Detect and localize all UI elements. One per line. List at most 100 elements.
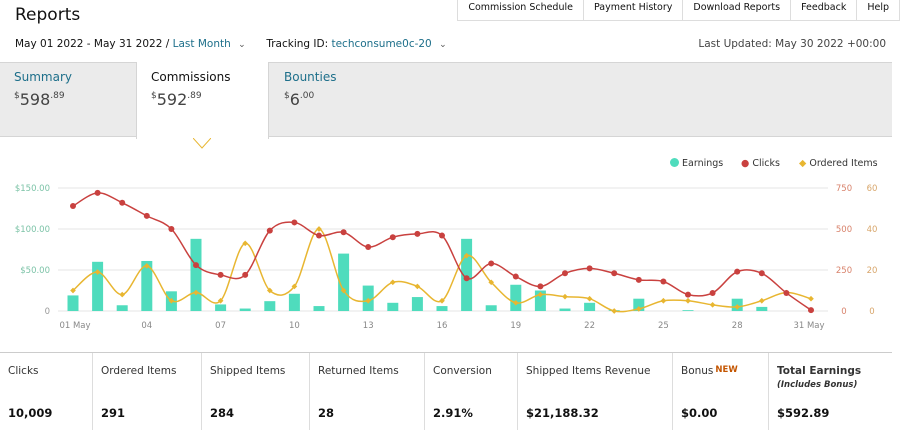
stat-value: $592.89: [777, 406, 830, 420]
earnings-bar: [510, 284, 522, 311]
legend-earnings-label: Earnings: [682, 158, 724, 169]
active-tab-caret-icon: [193, 138, 211, 149]
tab-commissions-value: $592.89: [151, 90, 202, 109]
tracking-id-label: Tracking ID:: [266, 38, 329, 50]
ordered-items-point: [734, 304, 741, 310]
clicks-point: [266, 227, 273, 234]
ordered-items-point: [685, 297, 691, 304]
tab-bounties-label: Bounties: [284, 70, 337, 84]
ordered-items-point: [611, 308, 618, 314]
y-right-ordered-tick-label: 60: [867, 184, 878, 194]
tab-summary-label: Summary: [14, 70, 72, 84]
ordered-items-point: [193, 289, 199, 296]
clicks-point: [119, 199, 126, 206]
earnings-bar: [387, 302, 399, 311]
x-tick-label: 31 May: [793, 321, 824, 331]
earnings-bar: [436, 306, 448, 311]
x-tick-label: 13: [363, 321, 374, 331]
clicks-point: [685, 291, 691, 298]
date-separator: /: [165, 38, 170, 50]
clicks-point: [217, 271, 224, 278]
legend-clicks[interactable]: ● Clicks: [741, 158, 780, 169]
tab-summary[interactable]: Summary $598.89: [0, 62, 137, 137]
stat-value: 28: [318, 406, 335, 420]
stat-value: 284: [210, 406, 235, 420]
earnings-legend-icon: [670, 158, 679, 167]
stats-bar: Clicks 10,009 Ordered Items 291 Shipped It…: [0, 352, 892, 430]
tracking-id-dropdown[interactable]: techconsume0c-20: [331, 38, 432, 50]
y-right-clicks-tick-label: 500: [836, 225, 852, 235]
y-right-ordered-tick-label: 0: [869, 307, 874, 317]
stat-conversion: Conversion 2.91%: [425, 353, 518, 430]
legend-clicks-label: Clicks: [752, 158, 780, 169]
y-left-tick-label: 0: [45, 307, 50, 317]
earnings-bar: [141, 260, 153, 311]
stat-bonus: Bonus NEW $0.00: [673, 353, 769, 430]
ordered-items-point: [217, 297, 224, 304]
tab-summary-value: $598.89: [14, 90, 65, 109]
ordered-items-point: [586, 295, 593, 302]
earnings-bar: [633, 298, 645, 311]
payment-history-link[interactable]: Payment History: [584, 0, 684, 21]
chevron-down-icon[interactable]: ⌄: [238, 40, 246, 50]
earnings-bar: [584, 302, 596, 311]
chevron-down-icon[interactable]: ⌄: [439, 40, 447, 50]
y-left-tick-label: $50.00: [20, 266, 50, 276]
ordered-items-point: [488, 279, 495, 286]
feedback-link[interactable]: Feedback: [791, 0, 858, 21]
ordered-items-point: [119, 291, 126, 298]
clicks-point: [439, 232, 445, 239]
ordered-items-point: [291, 283, 298, 290]
stat-label: Shipped Items Revenue: [526, 365, 651, 377]
earnings-bar: [411, 297, 423, 311]
x-tick-label: 25: [658, 321, 669, 331]
help-link[interactable]: Help: [857, 0, 900, 21]
clicks-point: [414, 230, 421, 237]
clicks-point: [488, 260, 495, 267]
commission-schedule-link[interactable]: Commission Schedule: [458, 0, 584, 21]
x-tick-label: 22: [584, 321, 595, 331]
legend-earnings[interactable]: Earnings: [670, 158, 723, 169]
earnings-bar: [190, 238, 202, 311]
download-reports-link[interactable]: Download Reports: [683, 0, 792, 21]
y-right-clicks-tick-label: 250: [836, 266, 852, 276]
stat-value: 10,009: [8, 406, 53, 420]
tab-commissions[interactable]: Commissions $592.89: [136, 62, 269, 139]
date-range-text[interactable]: May 01 2022 - May 31 2022: [15, 38, 163, 50]
ordered-legend-icon: ◆: [799, 158, 807, 169]
stat-clicks: Clicks 10,009: [0, 353, 93, 430]
tab-bounties[interactable]: Bounties $6.00: [270, 62, 410, 137]
earnings-bar: [239, 308, 251, 311]
earnings-bar: [559, 308, 571, 311]
clicks-point: [586, 265, 593, 272]
clicks-legend-icon: ●: [741, 158, 750, 169]
clicks-point: [709, 289, 716, 296]
stat-shipped-items: Shipped Items 284: [202, 353, 310, 430]
ordered-items-point: [463, 252, 470, 259]
clicks-point: [758, 270, 765, 277]
ordered-items-point: [808, 295, 814, 302]
clicks-point: [291, 219, 298, 226]
stat-label: Bonus NEW: [681, 365, 738, 377]
clicks-point: [143, 212, 150, 219]
clicks-point: [783, 289, 790, 296]
earnings-bar: [67, 295, 79, 311]
legend-ordered[interactable]: ◆ Ordered Items: [799, 158, 878, 169]
ordered-items-point: [439, 297, 445, 304]
ordered-items-point: [414, 283, 421, 290]
date-preset-dropdown[interactable]: Last Month: [172, 38, 231, 50]
clicks-point: [365, 244, 372, 251]
earnings-bar: [215, 304, 227, 311]
clicks-point: [193, 262, 199, 269]
ordered-items-point: [758, 297, 765, 304]
ordered-items-point: [365, 297, 372, 304]
clicks-point: [537, 283, 544, 290]
stat-value: 291: [101, 406, 126, 420]
x-tick-label: 10: [289, 321, 300, 331]
clicks-point: [635, 276, 642, 283]
earnings-bar: [116, 305, 128, 311]
earnings-bar: [313, 306, 325, 311]
y-right-clicks-tick-label: 750: [836, 184, 852, 194]
stat-label: Ordered Items: [101, 365, 177, 377]
clicks-line: [72, 192, 812, 311]
